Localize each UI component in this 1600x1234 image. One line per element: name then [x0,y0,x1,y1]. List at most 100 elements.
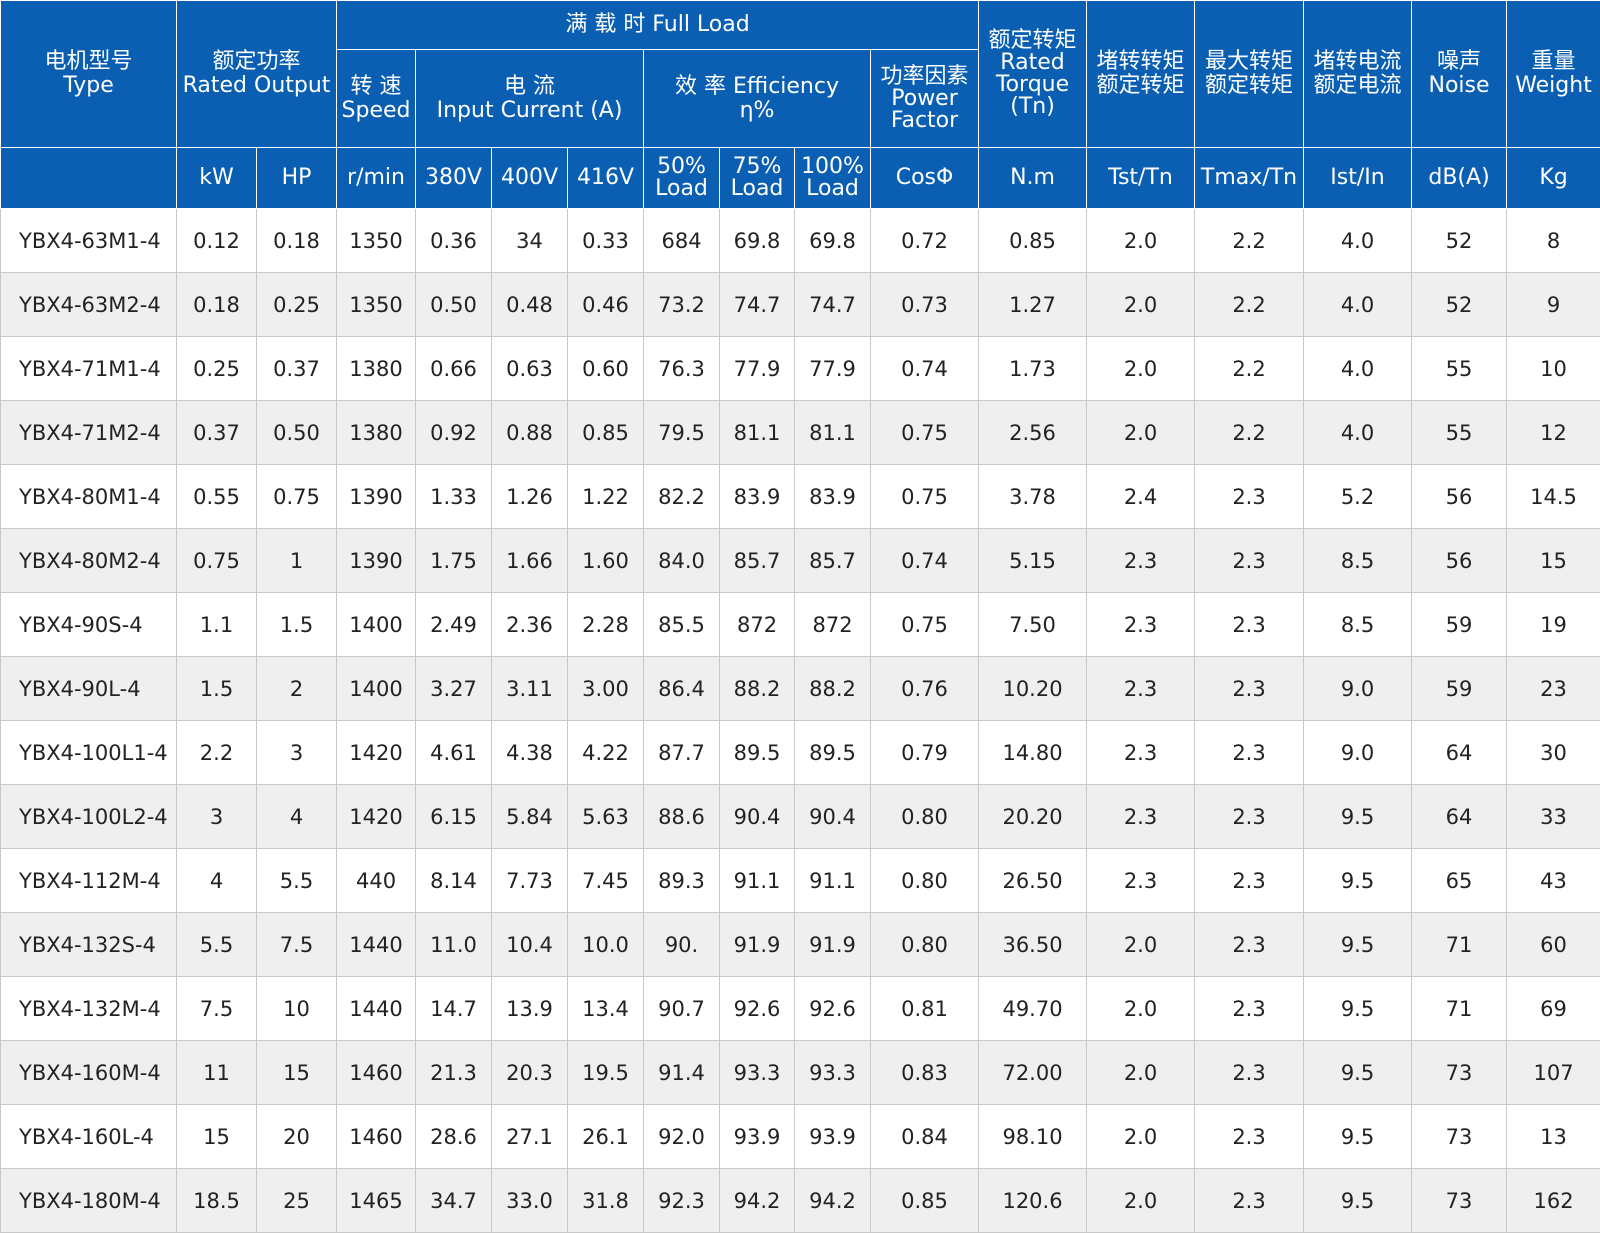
current-416v-cell: 1.60 [567,528,645,593]
rated-torque-cell: 72.00 [978,1040,1088,1105]
noise-cell: 73 [1411,1104,1508,1169]
ist-in-cell: 5.2 [1303,464,1413,529]
tst-unit-header: Tst/Tn [1086,147,1196,209]
current-380v-cell: 8.14 [415,848,493,913]
current-416v-cell: 2.28 [567,592,645,657]
noise-cell: 55 [1411,336,1508,401]
rated-torque-cell: 2.56 [978,400,1088,465]
table-body: YBX4-63M1-4 0.12 0.18 1350 0.36 34 0.33 684 69.8… [0,208,1600,1233]
current-416v-cell: 1.22 [567,464,645,529]
ist-in-cell: 9.5 [1303,1168,1413,1233]
current-400v-cell: 7.73 [491,848,569,913]
current-400v-cell: 0.63 [491,336,569,401]
eff-100-cell: 90.4 [794,784,872,849]
speed-cell: 1440 [336,976,417,1041]
current-416v-cell: 0.33 [567,208,645,273]
tmax-tn-cell: 2.3 [1194,976,1305,1041]
hp-cell: 0.25 [255,272,338,337]
kw-cell: 11 [176,1040,257,1105]
speed-cell: 1465 [336,1168,417,1233]
rated-torque-cell: 26.50 [978,848,1088,913]
current-416v-cell: 26.1 [567,1104,645,1169]
table-row: YBX4-71M1-4 0.25 0.37 1380 0.66 0.63 0.60 76.3 7… [0,336,1600,401]
noise-cell: 59 [1411,592,1508,657]
rated-torque-cell: 120.6 [978,1168,1088,1233]
rated-torque-cell: 1.73 [978,336,1088,401]
table-row: YBX4-63M2-4 0.18 0.25 1350 0.50 0.48 0.46 73.2 7… [0,272,1600,337]
tmax-tn-cell: 2.2 [1194,336,1305,401]
table-row: YBX4-80M2-4 0.75 1 1390 1.75 1.66 1.60 84.0 85.7… [0,528,1600,593]
table-row: YBX4-71M2-4 0.37 0.50 1380 0.92 0.88 0.85 79.5 8… [0,400,1600,465]
hp-cell: 1.5 [255,592,338,657]
current-416v-cell: 4.22 [567,720,645,785]
speed-cell: 1460 [336,1040,417,1105]
current-380v-cell: 1.75 [415,528,493,593]
eff-75-cell: 872 [719,592,796,657]
eff-100-cell: 872 [794,592,872,657]
load-75-unit-header: 75% Load [719,147,796,209]
type-cell: YBX4-63M1-4 [0,208,177,273]
table-row: YBX4-63M1-4 0.12 0.18 1350 0.36 34 0.33 684 69.8… [0,208,1600,273]
cos-unit-header: CosΦ [870,147,980,209]
ist-in-cell: 9.5 [1303,848,1413,913]
weight-cell: 60 [1506,912,1600,977]
hp-cell: 5.5 [255,848,338,913]
tst-tn-cell: 2.0 [1086,1040,1196,1105]
eff-50-cell: 684 [643,208,721,273]
eff-100-cell: 85.7 [794,528,872,593]
eff-75-cell: 74.7 [719,272,796,337]
tmax-tn-cell: 2.2 [1194,272,1305,337]
weight-cell: 9 [1506,272,1600,337]
power-factor-header: 功率因素 Power Factor [870,49,980,148]
current-380v-cell: 0.66 [415,336,493,401]
tst-tn-cell: 2.0 [1086,1104,1196,1169]
power-factor-cell: 0.85 [870,1168,980,1233]
type-cell: YBX4-71M2-4 [0,400,177,465]
type-cell: YBX4-90S-4 [0,592,177,657]
power-factor-cell: 0.72 [870,208,980,273]
hp-cell: 20 [255,1104,338,1169]
tmax-tn-cell: 2.3 [1194,1168,1305,1233]
current-380v-cell: 28.6 [415,1104,493,1169]
ist-in-cell: 4.0 [1303,208,1413,273]
current-416v-cell: 5.63 [567,784,645,849]
hp-cell: 15 [255,1040,338,1105]
current-400v-cell: 4.38 [491,720,569,785]
eff-75-cell: 91.9 [719,912,796,977]
rated-torque-header: 额定转矩 Rated Torque (Tn) [978,0,1088,148]
ist-in-cell: 4.0 [1303,400,1413,465]
tmax-tn-cell: 2.3 [1194,528,1305,593]
tst-tn-cell: 2.0 [1086,272,1196,337]
weight-cell: 15 [1506,528,1600,593]
noise-cell: 59 [1411,656,1508,721]
kw-cell: 1.5 [176,656,257,721]
table-row: YBX4-100L2-4 3 4 1420 6.15 5.84 5.63 88.6 90.4 90… [0,784,1600,849]
kw-cell: 5.5 [176,912,257,977]
power-factor-cell: 0.76 [870,656,980,721]
kw-cell: 2.2 [176,720,257,785]
rated-torque-cell: 1.27 [978,272,1088,337]
speed-cell: 1440 [336,912,417,977]
current-400v-cell: 5.84 [491,784,569,849]
efficiency-header: 效 率 Efficiency η% [643,49,872,148]
rated-torque-cell: 5.15 [978,528,1088,593]
power-factor-cell: 0.74 [870,336,980,401]
input-current-header: 电 流 Input Current (A) [415,49,645,148]
hp-cell: 0.18 [255,208,338,273]
type-cell: YBX4-100L1-4 [0,720,177,785]
speed-cell: 1420 [336,784,417,849]
kw-cell: 0.18 [176,272,257,337]
speed-cell: 1350 [336,208,417,273]
eff-75-cell: 91.1 [719,848,796,913]
ist-in-cell: 9.0 [1303,656,1413,721]
power-factor-cell: 0.73 [870,272,980,337]
current-380v-cell: 21.3 [415,1040,493,1105]
eff-100-cell: 93.9 [794,1104,872,1169]
speed-cell: 1460 [336,1104,417,1169]
speed-cell: 1380 [336,336,417,401]
tst-tn-cell: 2.0 [1086,1168,1196,1233]
noise-cell: 73 [1411,1040,1508,1105]
eff-75-cell: 85.7 [719,528,796,593]
eff-75-cell: 90.4 [719,784,796,849]
current-400v-cell: 33.0 [491,1168,569,1233]
